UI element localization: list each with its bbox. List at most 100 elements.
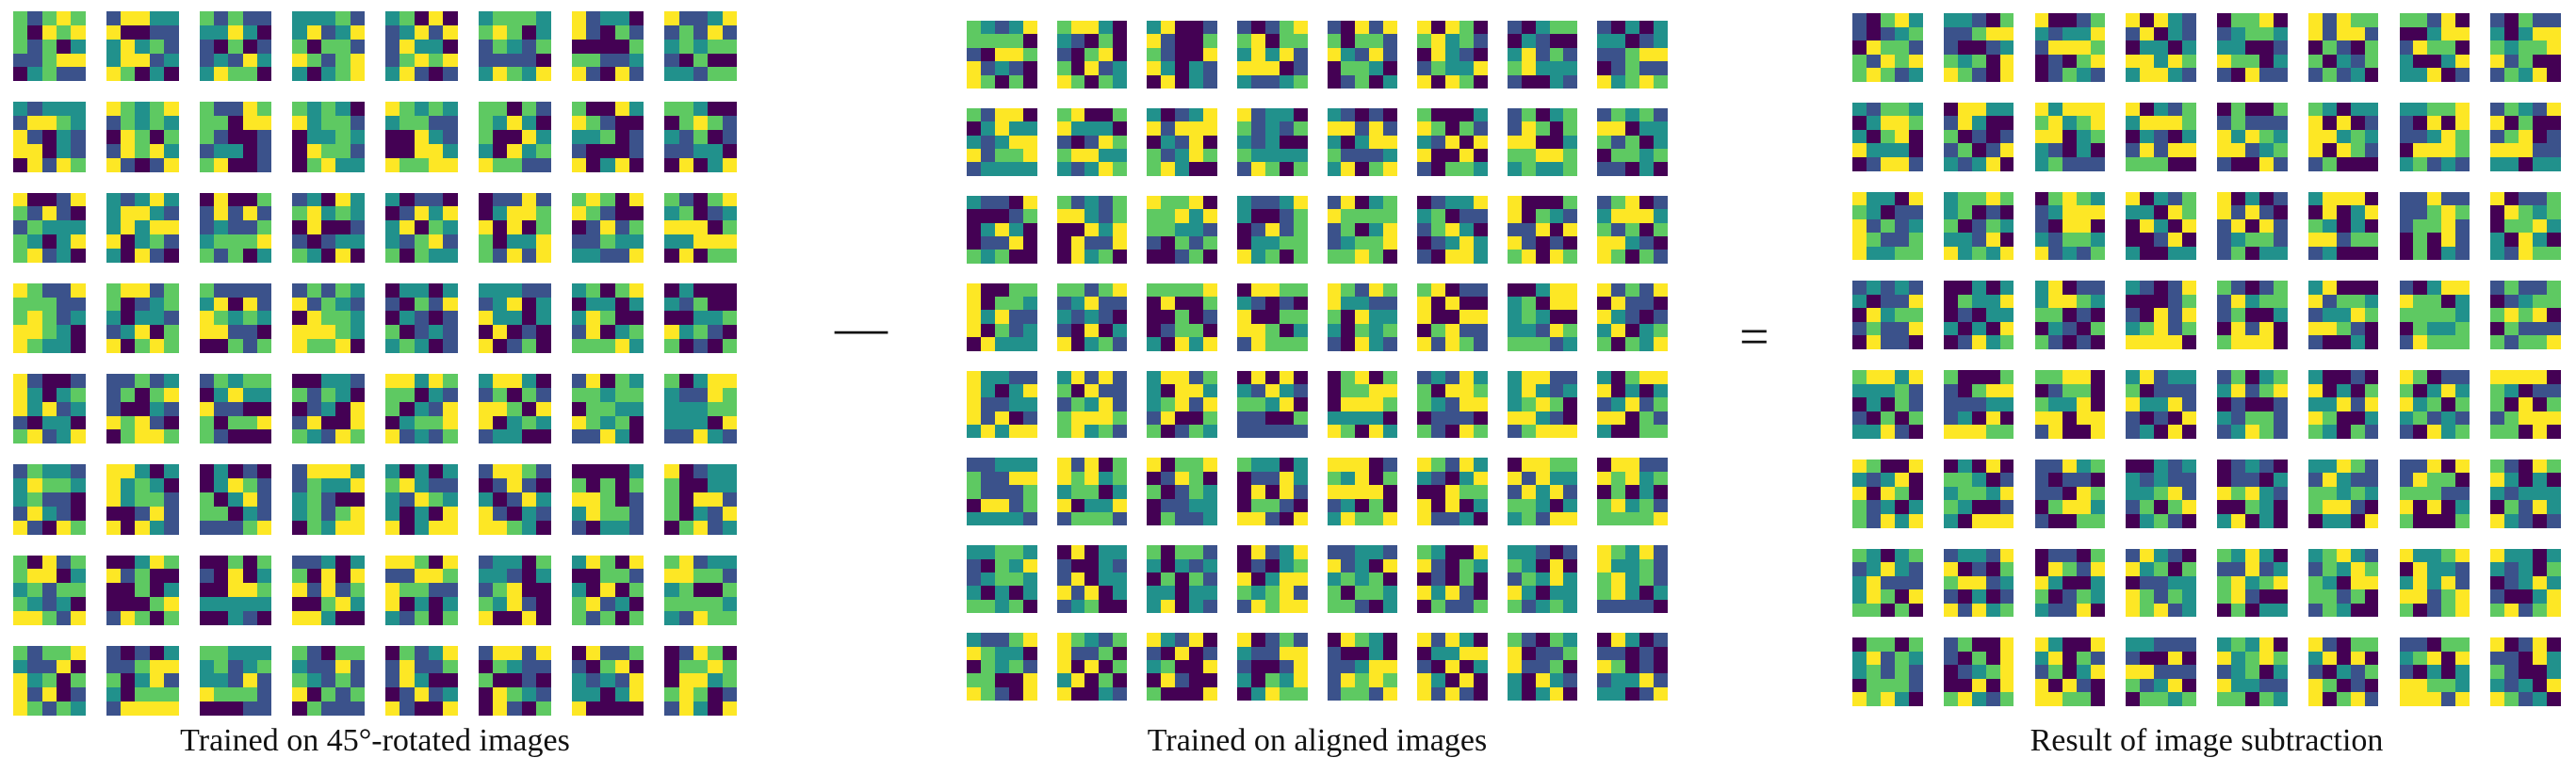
filter-thumbnail — [1328, 458, 1398, 525]
filter-thumbnail — [572, 283, 644, 353]
filter-thumbnail — [2126, 549, 2196, 618]
filter-thumbnail — [200, 556, 272, 625]
filter-thumbnail — [1057, 545, 1128, 613]
filter-thumbnail — [1147, 633, 1217, 701]
filter-thumbnail — [479, 374, 551, 443]
filter-thumbnail — [664, 102, 737, 171]
filter-thumbnail — [1944, 103, 2014, 171]
filter-thumbnail — [1328, 196, 1398, 264]
filter-thumbnail — [572, 374, 644, 443]
filter-thumbnail — [385, 464, 458, 534]
filter-thumbnail — [2490, 281, 2561, 349]
filter-thumbnail — [1944, 637, 2014, 706]
filter-thumbnail — [1237, 21, 1308, 89]
filter-thumbnail — [200, 374, 272, 443]
filter-thumbnail — [106, 646, 179, 716]
filter-thumbnail — [1852, 103, 1923, 171]
filter-thumbnail — [1597, 458, 1668, 525]
filter-thumbnail — [664, 556, 737, 625]
filter-thumbnail — [2035, 370, 2106, 439]
filter-thumbnail — [2126, 370, 2196, 439]
filter-thumbnail — [2035, 13, 2106, 82]
filter-thumbnail — [1147, 108, 1217, 176]
filter-thumbnail — [13, 193, 86, 263]
filter-thumbnail — [2126, 192, 2196, 261]
filter-thumbnail — [385, 556, 458, 625]
filter-thumbnail — [2400, 103, 2470, 171]
filter-thumbnail — [1057, 458, 1128, 525]
filter-thumbnail — [2035, 192, 2106, 261]
filter-thumbnail — [1944, 13, 2014, 82]
filter-thumbnail — [479, 464, 551, 534]
filter-thumbnail — [292, 283, 365, 353]
filter-thumbnail — [2035, 460, 2106, 528]
filter-thumbnail — [1147, 283, 1217, 351]
filter-thumbnail — [1508, 108, 1578, 176]
filter-grid-rotated — [13, 11, 737, 716]
filter-thumbnail — [2217, 192, 2288, 261]
filter-thumbnail — [1417, 108, 1488, 176]
filter-thumbnail — [1328, 108, 1398, 176]
filter-thumbnail — [1508, 283, 1578, 351]
filter-thumbnail — [2400, 637, 2470, 706]
filter-thumbnail — [572, 464, 644, 534]
filter-thumbnail — [1417, 21, 1488, 89]
filter-thumbnail — [385, 283, 458, 353]
filter-thumbnail — [106, 556, 179, 625]
filter-thumbnail — [2217, 549, 2288, 618]
filter-thumbnail — [1597, 545, 1668, 613]
filter-thumbnail — [1328, 283, 1398, 351]
filter-thumbnail — [664, 11, 737, 81]
filter-thumbnail — [967, 108, 1037, 176]
filter-thumbnail — [479, 193, 551, 263]
minus-operator: — — [835, 301, 888, 354]
filter-thumbnail — [2400, 13, 2470, 82]
filter-thumbnail — [664, 193, 737, 263]
filter-thumbnail — [1147, 196, 1217, 264]
filter-thumbnail — [1417, 458, 1488, 525]
filter-thumbnail — [2490, 370, 2561, 439]
filter-thumbnail — [13, 646, 86, 716]
filter-thumbnail — [1944, 370, 2014, 439]
filter-thumbnail — [664, 464, 737, 534]
filter-thumbnail — [967, 545, 1037, 613]
caption-aligned: Trained on aligned images — [967, 723, 1668, 759]
filter-thumbnail — [13, 283, 86, 353]
filter-thumbnail — [2035, 103, 2106, 171]
filter-thumbnail — [200, 11, 272, 81]
filter-thumbnail — [1057, 196, 1128, 264]
filter-thumbnail — [479, 11, 551, 81]
filter-thumbnail — [2308, 192, 2379, 261]
filter-thumbnail — [1237, 283, 1308, 351]
filter-thumbnail — [13, 374, 86, 443]
filter-thumbnail — [1237, 196, 1308, 264]
filter-thumbnail — [13, 556, 86, 625]
filter-thumbnail — [1944, 281, 2014, 349]
filter-thumbnail — [2400, 370, 2470, 439]
filter-thumbnail — [2400, 549, 2470, 618]
filter-thumbnail — [2490, 103, 2561, 171]
filter-thumbnail — [385, 646, 458, 716]
filter-thumbnail — [106, 11, 179, 81]
filter-thumbnail — [292, 464, 365, 534]
filter-thumbnail — [2126, 281, 2196, 349]
filter-thumbnail — [106, 193, 179, 263]
filter-thumbnail — [1852, 549, 1923, 618]
filter-thumbnail — [2217, 637, 2288, 706]
filter-thumbnail — [2126, 637, 2196, 706]
filter-thumbnail — [292, 646, 365, 716]
filter-thumbnail — [2490, 13, 2561, 82]
filter-thumbnail — [479, 646, 551, 716]
filter-thumbnail — [1057, 21, 1128, 89]
filter-thumbnail — [2308, 460, 2379, 528]
filter-thumbnail — [1597, 196, 1668, 264]
filter-thumbnail — [1328, 21, 1398, 89]
filter-thumbnail — [1057, 633, 1128, 701]
filter-thumbnail — [1597, 633, 1668, 701]
filter-thumbnail — [1147, 371, 1217, 439]
filter-thumbnail — [1057, 108, 1128, 176]
filter-grid-aligned — [967, 21, 1668, 701]
filter-thumbnail — [664, 374, 737, 443]
filter-thumbnail — [1944, 549, 2014, 618]
filter-thumbnail — [1852, 370, 1923, 439]
